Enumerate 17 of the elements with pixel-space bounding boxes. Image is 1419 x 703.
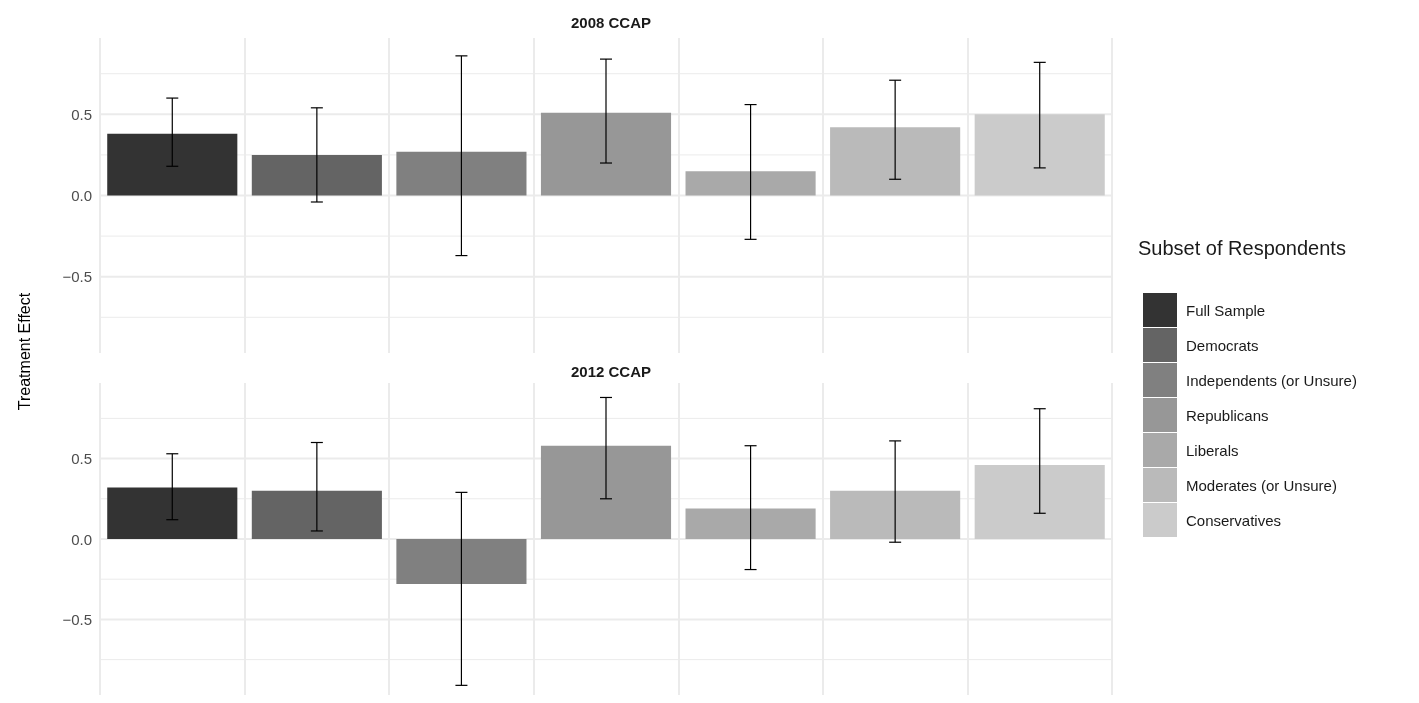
legend-label: Democrats xyxy=(1186,336,1259,354)
legend-title: Subset of Respondents xyxy=(1138,237,1346,259)
y-tick-label: 0.5 xyxy=(71,105,92,123)
y-axis-title: Treatment Effect xyxy=(15,292,33,411)
chart-title: 2008 CCAP xyxy=(570,14,652,31)
legend-label: Full Sample xyxy=(1186,301,1266,319)
legend-label: Independents (or Unsure) xyxy=(1186,371,1357,389)
y-tick-label: −0.5 xyxy=(62,610,92,628)
legend-label: Republicans xyxy=(1186,406,1269,424)
legend-label: Conservatives xyxy=(1186,511,1282,529)
y-tick-label: 0.0 xyxy=(71,187,92,204)
y-tick-label: 0.0 xyxy=(71,530,92,548)
chart-title: 2012 CCAP xyxy=(570,363,652,380)
y-tick-label: 0.5 xyxy=(71,450,92,468)
legend-label: Moderates (or Unsure) xyxy=(1186,476,1337,494)
legend-label: Liberals xyxy=(1186,441,1239,459)
y-tick-label: −0.5 xyxy=(62,268,92,286)
